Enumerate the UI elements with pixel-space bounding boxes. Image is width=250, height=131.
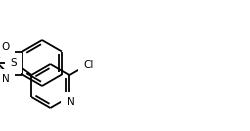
Text: O: O — [2, 42, 10, 51]
Text: S: S — [10, 58, 17, 68]
Text: N: N — [2, 75, 10, 84]
Text: Cl: Cl — [83, 60, 94, 70]
Text: N: N — [66, 97, 74, 107]
